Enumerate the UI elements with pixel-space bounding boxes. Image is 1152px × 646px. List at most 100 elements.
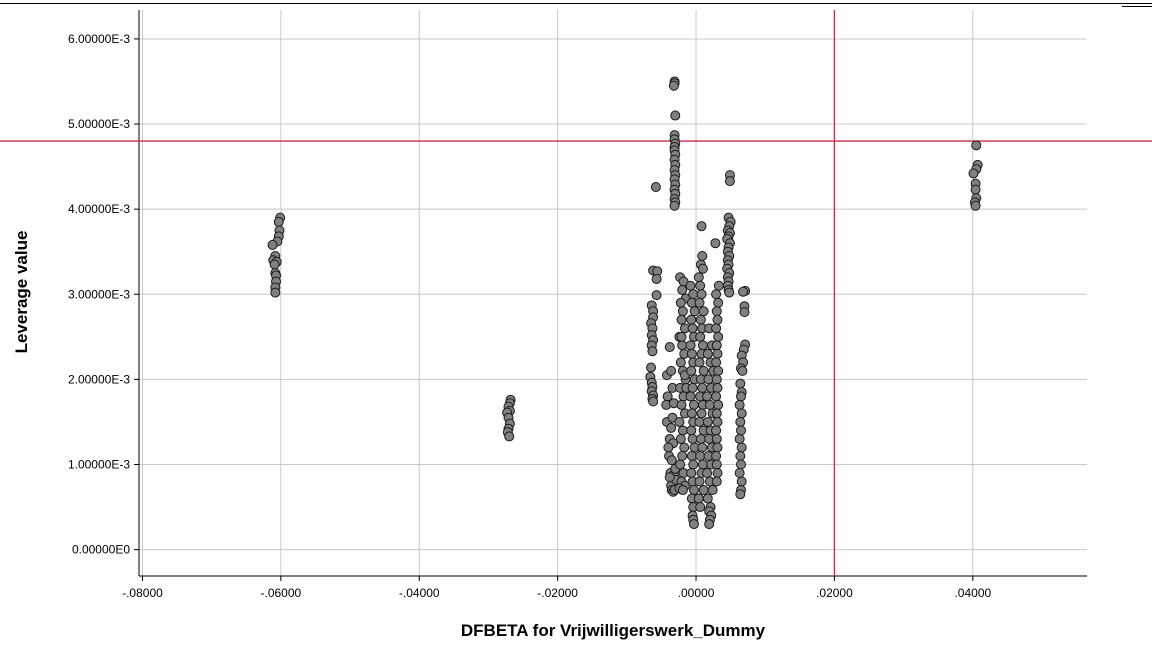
data-point	[685, 340, 696, 351]
data-point	[702, 493, 713, 504]
data-point	[713, 280, 724, 291]
data-point	[697, 340, 708, 351]
data-point	[968, 168, 979, 179]
data-point	[696, 221, 707, 232]
data-point	[711, 340, 722, 351]
data-point	[647, 346, 658, 357]
data-point	[694, 416, 705, 427]
data-point	[679, 442, 690, 453]
data-point	[711, 357, 722, 368]
data-point	[688, 289, 699, 300]
x-tick-label: -.06000	[261, 586, 302, 600]
axes-layer	[138, 10, 1087, 577]
data-point	[687, 433, 698, 444]
data-point	[698, 306, 709, 317]
data-point	[703, 374, 714, 385]
data-point	[666, 365, 677, 376]
data-point	[712, 416, 723, 427]
data-point	[712, 314, 723, 325]
top-border-line-right	[1122, 6, 1152, 7]
data-point	[735, 450, 746, 461]
x-tick-label: .00000	[678, 586, 715, 600]
data-point	[675, 459, 686, 470]
data-point	[668, 80, 679, 91]
data-point	[651, 273, 662, 284]
data-points	[267, 76, 983, 530]
data-point	[648, 396, 659, 407]
data-point	[702, 348, 713, 359]
data-point	[689, 306, 700, 317]
data-point	[702, 468, 713, 479]
data-point	[686, 348, 697, 359]
data-point	[273, 216, 284, 227]
data-point	[695, 314, 706, 325]
data-point	[736, 391, 747, 402]
data-point	[735, 416, 746, 427]
data-point	[650, 182, 661, 193]
x-tick-label: .04000	[954, 586, 991, 600]
data-point	[269, 259, 280, 270]
data-point	[711, 450, 722, 461]
data-point	[711, 408, 722, 419]
data-point	[663, 442, 674, 453]
data-point	[686, 468, 697, 479]
data-point	[677, 340, 688, 351]
data-point	[970, 184, 981, 195]
data-point	[711, 374, 722, 385]
data-point	[669, 200, 680, 211]
y-tick-label: 0.00000E0	[72, 543, 130, 557]
data-point	[735, 378, 746, 389]
data-point	[711, 289, 722, 300]
y-axis-title: Leverage value	[12, 231, 31, 354]
data-point	[738, 286, 749, 297]
data-point	[698, 485, 709, 496]
data-point	[736, 408, 747, 419]
data-point	[711, 433, 722, 444]
data-point	[734, 399, 745, 410]
data-point	[677, 285, 688, 296]
data-point	[735, 489, 746, 500]
y-tick-label: 4.00000E-3	[68, 202, 130, 216]
data-point	[688, 519, 699, 530]
data-point	[698, 365, 709, 376]
data-point	[702, 391, 713, 402]
data-point	[711, 459, 722, 470]
data-point	[675, 357, 686, 368]
data-point	[712, 348, 723, 359]
data-point	[711, 425, 722, 436]
data-point	[739, 307, 750, 318]
x-axis-ticks: -.08000 -.06000 -.04000 -.02000 .00000 .02000…	[122, 576, 992, 600]
data-point	[694, 357, 705, 368]
y-tick-label: 2.00000E-3	[68, 372, 130, 386]
data-point	[666, 455, 677, 466]
data-point	[695, 433, 706, 444]
data-point	[697, 459, 708, 470]
data-point	[713, 297, 724, 308]
x-tick-label: -.04000	[399, 586, 440, 600]
data-point	[688, 459, 699, 470]
x-tick-label: -.08000	[122, 586, 163, 600]
data-point	[712, 382, 723, 393]
data-point	[693, 493, 704, 504]
reference-lines	[0, 10, 1152, 576]
data-point	[712, 468, 723, 479]
data-point	[711, 476, 722, 487]
y-axis-ticks: 0.00000E0 1.00000E-3 2.00000E-3 3.00000E-3 4…	[68, 32, 139, 557]
data-point	[734, 468, 745, 479]
data-point	[711, 306, 722, 317]
data-point	[270, 287, 281, 298]
data-point	[676, 331, 687, 342]
data-point	[670, 110, 681, 121]
data-point	[695, 331, 706, 342]
data-point	[704, 519, 715, 530]
data-point	[697, 382, 708, 393]
y-tick-label: 6.00000E-3	[68, 32, 130, 46]
data-point	[695, 450, 706, 461]
data-point	[646, 362, 657, 373]
x-axis-title: DFBETA for Vrijwilligerswerk_Dummy	[461, 621, 766, 640]
data-point	[697, 442, 708, 453]
data-point	[734, 433, 745, 444]
data-point	[664, 342, 675, 353]
data-point	[686, 408, 697, 419]
